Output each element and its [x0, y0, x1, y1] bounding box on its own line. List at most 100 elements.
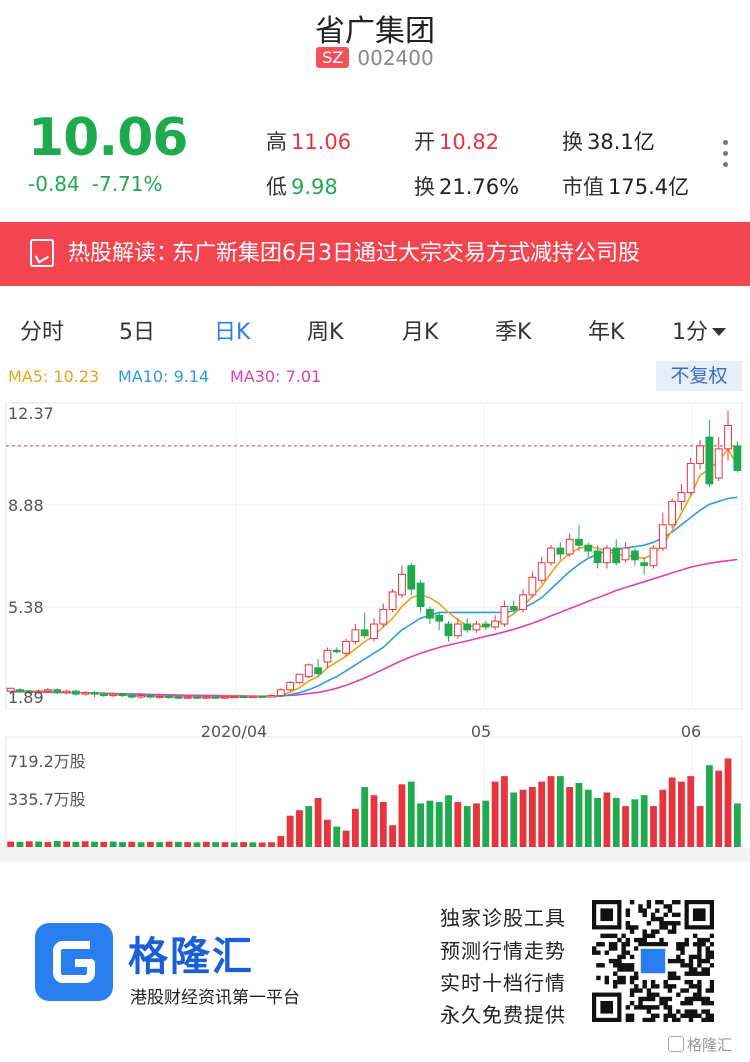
tab-quarterly-k[interactable]: 季K [495, 320, 532, 345]
candle-body [44, 689, 52, 692]
volume-bar [705, 765, 713, 847]
hot-stock-banner[interactable]: 热股解读： 东广新集团6月3日通过大宗交易方式减持公司股 [0, 222, 750, 286]
tab-intraday[interactable]: 分时 [20, 320, 65, 345]
candle-body [267, 695, 276, 698]
qr-module [697, 992, 702, 997]
candle [453, 618, 462, 639]
qr-module [625, 1005, 631, 1010]
volume-bar [501, 776, 508, 847]
qr-module [676, 921, 681, 926]
qr-module [621, 963, 626, 968]
candle-body [537, 562, 546, 581]
qr-module [680, 988, 685, 993]
tab-monthly-k[interactable]: 月K [402, 320, 439, 345]
x-tick-label: 2020/04 [201, 722, 267, 741]
candle [565, 533, 574, 557]
qr-module [709, 1017, 714, 1022]
qr-module [688, 1000, 694, 1006]
qr-module [688, 1013, 694, 1018]
candle-body [193, 696, 201, 699]
tab-weekly-k[interactable]: 周K [307, 320, 344, 345]
qr-module [663, 984, 668, 989]
chart-doc-icon [30, 239, 54, 267]
stock-code: 002400 [357, 46, 434, 70]
volume-bar [16, 841, 24, 847]
brand-name: 格隆汇 [128, 934, 254, 980]
qr-module [663, 996, 668, 1002]
adjust-button[interactable]: 不复权 [656, 361, 742, 391]
qr-module [655, 1013, 660, 1018]
tab-minute-dropdown[interactable]: 1分 [672, 314, 726, 346]
candle [379, 603, 388, 627]
tab-5day[interactable]: 5日 [119, 320, 155, 345]
qr-module [640, 948, 666, 974]
qr-module [642, 984, 647, 989]
candle [705, 419, 714, 487]
qr-module [676, 912, 681, 918]
volume-bar [650, 806, 657, 847]
qr-module [671, 925, 677, 930]
candle [16, 688, 24, 693]
qr-module [629, 967, 635, 972]
candle [99, 692, 108, 698]
qr-module [600, 908, 614, 922]
qr-module [650, 1013, 656, 1018]
qr-module [697, 984, 702, 989]
more-menu-icon[interactable] [718, 140, 732, 173]
y-tick-label: 8.88 [8, 496, 44, 515]
qr-module [625, 921, 631, 926]
volume-bar [556, 776, 564, 847]
ma10-line [10, 496, 738, 698]
candle-body [6, 687, 15, 692]
candle [360, 612, 369, 639]
qr-module [655, 984, 660, 989]
volume-bar [314, 797, 322, 847]
kline-chart[interactable]: 12.37 8.88 5.38 1.89 2020/04 05 06 719.2万股 335.7… [0, 395, 750, 850]
qr-module [663, 979, 668, 985]
volume-bar [473, 803, 480, 847]
qr-module [701, 1017, 706, 1022]
qr-module [705, 1013, 710, 1018]
qr-module [629, 929, 635, 934]
candle-body [127, 695, 136, 698]
candle-body [593, 550, 602, 564]
qr-module [646, 900, 652, 905]
qr-module [676, 946, 681, 951]
qr-module [709, 950, 714, 955]
volume-bars [7, 758, 741, 847]
qr-module [671, 929, 677, 934]
change-percent: -7.71% [91, 172, 163, 196]
candle-body [146, 695, 155, 698]
qr-module [676, 992, 681, 997]
qr-module [650, 992, 656, 997]
volume-bar [25, 841, 33, 847]
candle-body [705, 436, 714, 485]
qr-module [667, 984, 673, 989]
qr-module [671, 921, 677, 926]
candle [472, 621, 481, 633]
qr-module [709, 933, 714, 939]
qr-module [642, 996, 647, 1002]
ma30-line [10, 558, 738, 698]
qr-module [625, 937, 631, 943]
candle-body [453, 623, 462, 637]
qr-module [688, 979, 694, 985]
qr-module [596, 950, 601, 955]
qr-module [608, 942, 614, 947]
qr-module [650, 979, 656, 985]
market-badge: SZ [316, 47, 350, 68]
volume-bar [389, 825, 397, 847]
candle-body [649, 547, 658, 567]
candle [649, 545, 658, 569]
candle [165, 695, 173, 699]
qr-module [621, 979, 626, 985]
volume-bar [417, 803, 424, 847]
tab-daily-k[interactable]: 日K [214, 320, 251, 345]
candle-body [34, 690, 43, 694]
qr-module [617, 975, 622, 981]
qr-module [688, 954, 694, 960]
tab-yearly-k[interactable]: 年K [588, 320, 625, 345]
volume-bar [63, 841, 70, 847]
candle-body [99, 693, 108, 697]
qr-module [684, 963, 689, 968]
